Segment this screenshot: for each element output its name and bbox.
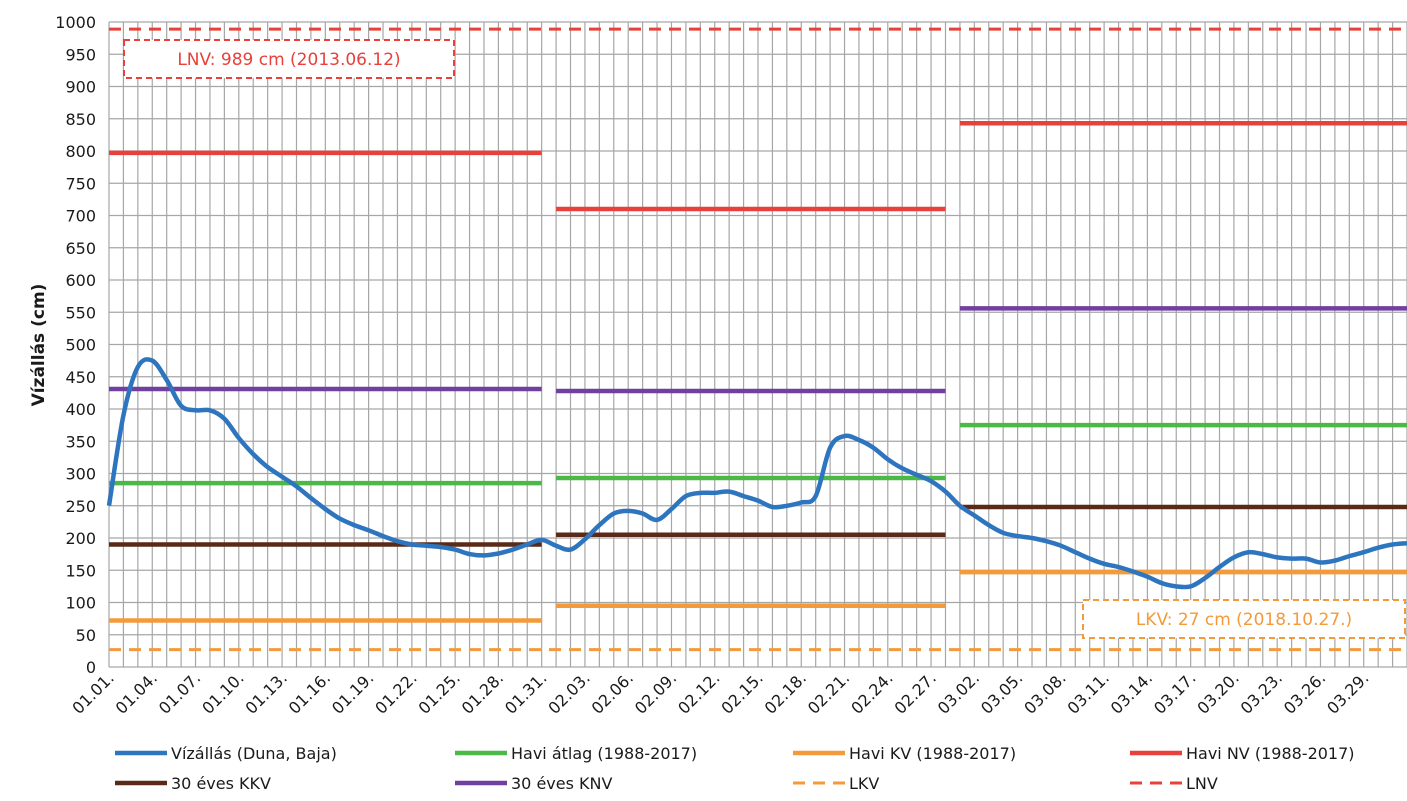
x-tick-label: 01.25. [415, 668, 464, 717]
y-tick-label: 700 [65, 207, 96, 226]
x-tick-label: 01.19. [328, 668, 377, 717]
x-tick-label: 03.17. [1150, 668, 1199, 717]
y-tick-label: 250 [65, 497, 96, 516]
y-tick-label: 650 [65, 239, 96, 258]
x-tick-label: 02.06. [588, 668, 637, 717]
y-axis: 0 50 100 150 200 250 300 350 400 450 500 550 600 650 7… [55, 13, 96, 677]
legend-label: Havi KV (1988-2017) [849, 744, 1016, 763]
x-tick-label: 01.07. [155, 668, 204, 717]
y-axis-label: Vízállás (cm) [29, 284, 49, 407]
y-tick-label: 850 [65, 110, 96, 129]
legend-label: LNV [1186, 774, 1218, 793]
y-tick-label: 900 [65, 78, 96, 97]
y-tick-label: 450 [65, 368, 96, 387]
x-tick-label: 02.21. [804, 668, 853, 717]
x-tick-label: 02.15. [717, 668, 766, 717]
x-tick-label: 01.28. [458, 668, 507, 717]
x-tick-label: 01.10. [198, 668, 247, 717]
plot-area [106, 27, 1407, 652]
y-tick-label: 50 [76, 626, 96, 645]
x-tick-label: 03.08. [1020, 668, 1069, 717]
x-tick-label: 03.14. [1107, 668, 1156, 717]
y-tick-label: 100 [65, 594, 96, 613]
y-tick-label: 800 [65, 142, 96, 161]
y-tick-label: 0 [86, 658, 96, 677]
x-tick-label: 03.20. [1193, 668, 1242, 717]
legend-label: 30 éves KKV [171, 774, 271, 793]
legend-label: LKV [849, 774, 879, 793]
legend-label: 30 éves KNV [511, 774, 612, 793]
y-tick-label: 750 [65, 174, 96, 193]
annotation-box [1082, 599, 1406, 639]
y-tick-label: 950 [65, 45, 96, 64]
x-tick-label: 03.26. [1280, 668, 1329, 717]
x-tick-label: 01.22. [371, 668, 420, 717]
x-tick-label: 03.23. [1237, 668, 1286, 717]
x-tick-label: 01.13. [241, 668, 290, 717]
x-tick-label: 02.09. [631, 668, 680, 717]
legend: Vízállás (Duna, Baja) Havi átlag (1988-20… [115, 744, 1355, 793]
legend-label: Havi átlag (1988-2017) [511, 744, 697, 763]
x-tick-label: 01.31. [501, 668, 550, 717]
x-tick-label: 02.18. [761, 668, 810, 717]
x-tick-label: 03.02. [934, 668, 983, 717]
x-tick-label: 03.05. [977, 668, 1026, 717]
y-tick-label: 300 [65, 465, 96, 484]
y-tick-label: 1000 [55, 13, 96, 32]
y-tick-label: 200 [65, 529, 96, 548]
x-tick-label: 03.11. [1064, 668, 1113, 717]
x-tick-label: 03.29. [1323, 668, 1372, 717]
water-level-line [106, 357, 1407, 590]
annotation-box [123, 39, 455, 79]
x-tick-label: 01.04. [112, 668, 161, 717]
y-tick-label: 550 [65, 303, 96, 322]
x-tick-label: 02.03. [544, 668, 593, 717]
y-tick-label: 500 [65, 336, 96, 355]
x-axis: 01.01.01.04.01.07.01.10.01.13.01.16.01.1… [68, 668, 1372, 717]
legend-label: Vízállás (Duna, Baja) [171, 744, 337, 763]
annotation-text: LNV: 989 cm (2013.06.12) [177, 50, 400, 70]
annotations: LNV: 989 cm (2013.06.12) LKV: 27 cm (2018… [123, 39, 1406, 639]
y-tick-label: 600 [65, 271, 96, 290]
y-tick-label: 150 [65, 561, 96, 580]
x-tick-label: 01.16. [285, 668, 334, 717]
legend-label: Havi NV (1988-2017) [1186, 744, 1355, 763]
annotation-text: LKV: 27 cm (2018.10.27.) [1136, 610, 1352, 630]
x-tick-label: 02.24. [847, 668, 896, 717]
y-tick-label: 400 [65, 400, 96, 419]
x-tick-label: 02.27. [890, 668, 939, 717]
y-tick-label: 350 [65, 432, 96, 451]
x-tick-label: 02.12. [674, 668, 723, 717]
grid [108, 21, 1407, 668]
